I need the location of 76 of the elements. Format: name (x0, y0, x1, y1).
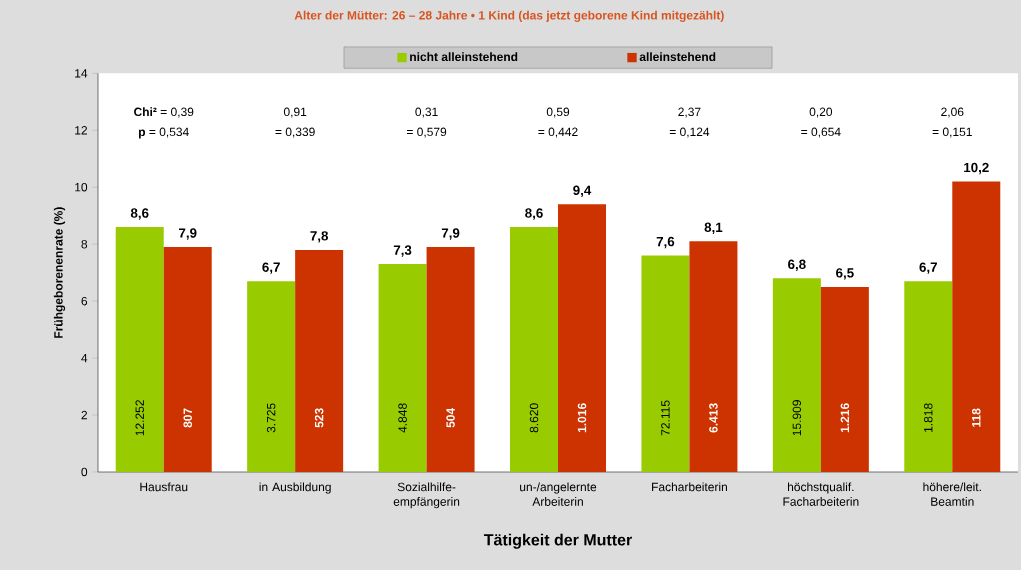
y-tick-label: 4 (81, 353, 88, 363)
x-tick-label: höchstqualif. Facharbeiterin (783, 482, 859, 506)
y-tick-label: 10 (75, 182, 88, 192)
annotation: 72.115 (661, 400, 670, 436)
annotation: 0,59 (546, 107, 570, 118)
x-axis-title: Tätigkeit der Mutter (483, 533, 632, 549)
bar (295, 249, 344, 472)
annotation: 2,37 (678, 107, 701, 118)
annotation: 523 (314, 408, 324, 428)
y-tick-label: 6 (81, 296, 88, 306)
x-tick-label: Hausfrau (140, 482, 188, 492)
bar (426, 247, 475, 472)
bar (378, 264, 427, 472)
annotation: 15.909 (792, 400, 802, 436)
annotation: Chi² = 0,39 (134, 107, 194, 118)
annotation: 3.725 (266, 403, 276, 433)
x-tick-label: Sozialhilfe-empfängerin (393, 482, 460, 509)
annotation: 8.620 (529, 403, 539, 433)
x-tick-label: Facharbeiterin (652, 482, 727, 492)
bar (689, 241, 738, 472)
annotation: 807 (183, 408, 192, 428)
data-label: 7,6 (656, 236, 675, 249)
data-label: 6,5 (836, 268, 854, 280)
legend-label: alleinstehend (639, 52, 716, 62)
bar (820, 286, 869, 472)
bar (772, 278, 821, 472)
y-tick-label: 8 (81, 239, 88, 249)
bar (558, 204, 606, 472)
bar (247, 281, 296, 472)
annotation: 4.848 (398, 403, 407, 433)
data-label: 7,9 (179, 228, 197, 240)
data-label: 6,7 (262, 262, 280, 274)
x-tick-label: höhere/leit. Beamtin (923, 482, 981, 506)
data-label: 6,7 (919, 262, 937, 274)
y-axis-title: Frühgeborenenrate (%) (53, 207, 66, 338)
annotation: 6.413 (709, 403, 718, 433)
annotation: = 0,442 (538, 127, 578, 138)
annotation: = 0,124 (669, 127, 710, 138)
annotation: 504 (446, 407, 455, 428)
data-label: 7,3 (393, 245, 412, 257)
bar (115, 227, 164, 472)
legend-label: nicht alleinstehend (410, 52, 518, 62)
data-label: 8,6 (130, 208, 149, 220)
annotation: 0,31 (415, 107, 438, 118)
data-label: 10,2 (964, 162, 989, 175)
data-label: 7,9 (441, 228, 460, 240)
annotation: = 0,579 (406, 127, 447, 138)
y-tick-label: 14 (75, 69, 88, 78)
annotation: 0,91 (283, 107, 307, 118)
y-tick-label: 2 (81, 410, 87, 420)
data-label: 8,6 (525, 208, 543, 220)
annotation: = 0,151 (932, 127, 972, 138)
annotation: 2,06 (941, 107, 964, 118)
annotation: 1.216 (840, 403, 850, 433)
bar (952, 181, 1001, 472)
chart-title: Alter der Mütter: 26 – 28 Jahre • 1 Kind (das jetzt geborene Kind mitgezählt) (294, 10, 724, 22)
bar (904, 281, 953, 472)
annotation: = 0,654 (801, 127, 841, 138)
annotation: 1.818 (924, 403, 933, 432)
data-label: 7,8 (310, 231, 329, 243)
annotation: p = 0,534 (139, 127, 189, 139)
annotation: = 0,339 (275, 127, 315, 138)
annotation: 118 (972, 408, 981, 427)
bar (510, 227, 558, 472)
annotation: 12.252 (135, 400, 144, 436)
y-tick-label: 0 (81, 467, 88, 477)
data-label: 6,8 (788, 259, 806, 271)
bar (641, 255, 690, 472)
x-tick-label: in Ausbildung (259, 482, 331, 494)
y-tick-label: 12 (75, 126, 87, 135)
annotation: 1.016 (577, 403, 587, 433)
annotation: 0,20 (809, 107, 833, 118)
bar (163, 247, 212, 472)
x-tick-label: un-/angelernte Arbeiterin (520, 482, 597, 506)
data-label: 8,1 (704, 222, 723, 234)
data-label: 9,4 (573, 185, 592, 197)
